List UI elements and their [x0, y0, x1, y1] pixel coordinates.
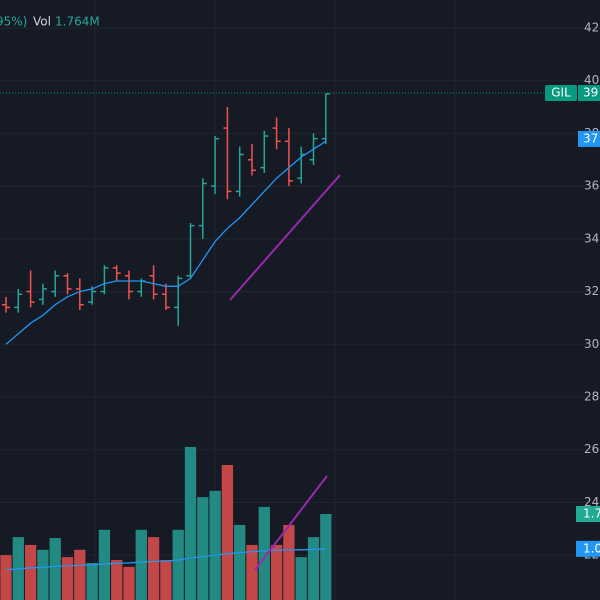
y-tick-label: 24	[584, 495, 599, 509]
volume-bar	[49, 538, 61, 600]
volume-bar	[111, 560, 123, 600]
ohlc-bar	[321, 93, 330, 144]
y-tick-label: 30	[584, 337, 599, 351]
volume-bar	[37, 549, 49, 600]
y-tick-label: 42	[584, 20, 599, 34]
volume-bar	[86, 562, 98, 600]
volume-bar	[209, 490, 221, 600]
ohlc-bar	[284, 128, 293, 187]
volume-bar	[147, 537, 160, 600]
price-tag	[578, 130, 600, 147]
volume-bar	[197, 497, 209, 600]
volume-bar	[0, 555, 12, 600]
ohlc-bar	[63, 273, 72, 295]
moving-average	[5, 140, 327, 345]
volume-bar	[98, 529, 111, 600]
volume-tag-text: 1.7	[583, 507, 600, 521]
ohlc-bar	[38, 283, 47, 305]
ohlc-bar	[198, 178, 207, 239]
ohlc-bar	[149, 265, 158, 300]
volume-average	[5, 548, 326, 571]
ohlc-bar	[223, 107, 232, 200]
volume-bar	[61, 557, 74, 600]
ohlc-bar	[14, 288, 23, 313]
volume-bar	[24, 544, 37, 600]
ohlc-bar	[260, 130, 269, 173]
ohlc-bar	[2, 296, 10, 313]
ohlc-bar	[248, 143, 256, 176]
symbol-tag-text: GIL	[551, 86, 571, 100]
ohlc-bar	[211, 136, 220, 195]
y-tick-label: 34	[584, 231, 599, 245]
ohlc-bar	[100, 265, 109, 295]
ohlc-bar	[235, 146, 244, 197]
ohlc-bar	[26, 270, 35, 308]
volume-bar	[184, 446, 197, 600]
volume-bar	[234, 524, 246, 600]
ohlc-bar	[51, 270, 60, 297]
trend-line[interactable]	[229, 174, 341, 301]
volume-bar	[221, 464, 234, 600]
price-tag	[578, 85, 600, 102]
volume-bar	[295, 557, 307, 600]
price-tag-text: 37	[583, 131, 598, 145]
trend-line[interactable]	[254, 475, 328, 571]
y-tick-label: 36	[584, 179, 599, 193]
vol-value: 1.764M	[55, 15, 100, 29]
ohlc-bar	[297, 146, 306, 184]
volume-tag	[576, 506, 600, 523]
volume-bar	[258, 506, 270, 600]
ohlc-bar	[272, 117, 281, 150]
volume-bar	[283, 524, 295, 600]
vol-label: Vol	[33, 15, 51, 29]
volume-tag	[576, 540, 600, 557]
y-tick-label: 40	[584, 73, 599, 87]
y-tick-label: 26	[584, 442, 599, 456]
ohlc-bar	[186, 223, 195, 279]
y-tick-label: 32	[584, 284, 599, 298]
volume-bar	[160, 560, 172, 600]
ohlc-bar	[125, 270, 133, 300]
price-tag-text: 39	[583, 86, 598, 100]
volume-tag-text: 1.0	[583, 541, 600, 555]
volume-bar	[172, 529, 184, 600]
volume-bar	[74, 549, 86, 600]
volume-bar	[123, 566, 135, 600]
symbol-tag	[545, 85, 577, 102]
ohlc-bar	[174, 275, 183, 326]
volume-bar	[135, 529, 147, 600]
volume-bar	[320, 514, 332, 600]
change-text: 95%)	[0, 15, 27, 29]
volume-bar	[270, 544, 283, 600]
volume-bar	[307, 537, 320, 600]
ohlc-bar	[75, 278, 84, 311]
y-tick-label: 28	[584, 390, 599, 404]
ohlc-bar	[112, 265, 121, 282]
volume-bar	[246, 544, 258, 600]
ohlc-bar	[161, 283, 170, 311]
